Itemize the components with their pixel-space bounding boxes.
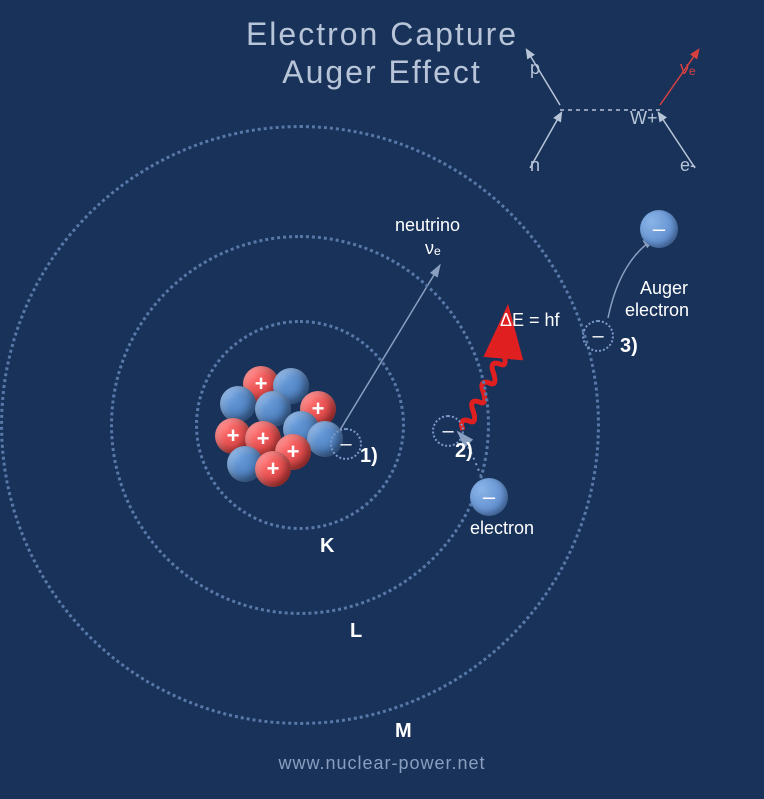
neutron	[220, 386, 256, 422]
feynman-n: n	[530, 155, 540, 176]
electron-l-fill: –	[470, 478, 508, 516]
neutrino-label: neutrino	[395, 215, 460, 236]
shell-m-label: M	[395, 720, 412, 743]
shell-l-label: L	[350, 620, 362, 643]
auger-label-2: electron	[625, 300, 689, 321]
step-1: 1)	[360, 445, 378, 468]
shell-k-label: K	[320, 535, 334, 558]
nu-e-label: νₑ	[425, 238, 441, 259]
feynman-e: e-	[680, 155, 696, 176]
step-3: 3)	[620, 335, 638, 358]
electron-m-vacancy: –	[582, 320, 614, 352]
electron-auger: –	[640, 210, 678, 248]
feynman-p: p	[530, 58, 540, 79]
feynman-w: W+	[630, 108, 658, 129]
electron-k-vacancy: –	[330, 428, 362, 460]
electron-label: electron	[470, 518, 534, 539]
proton: +	[255, 451, 291, 487]
watermark: www.nuclear-power.net	[278, 753, 485, 774]
delta-e-label: ΔE = hf	[500, 310, 560, 331]
feynman-ve: νₑ	[680, 58, 696, 79]
diagram-title: Electron Capture Auger Effect	[246, 15, 518, 92]
title-line1: Electron Capture	[246, 15, 518, 53]
auger-label-1: Auger	[640, 278, 688, 299]
step-2: 2)	[455, 440, 473, 463]
nucleus: + + + + + +	[215, 356, 345, 486]
title-line2: Auger Effect	[246, 53, 518, 91]
